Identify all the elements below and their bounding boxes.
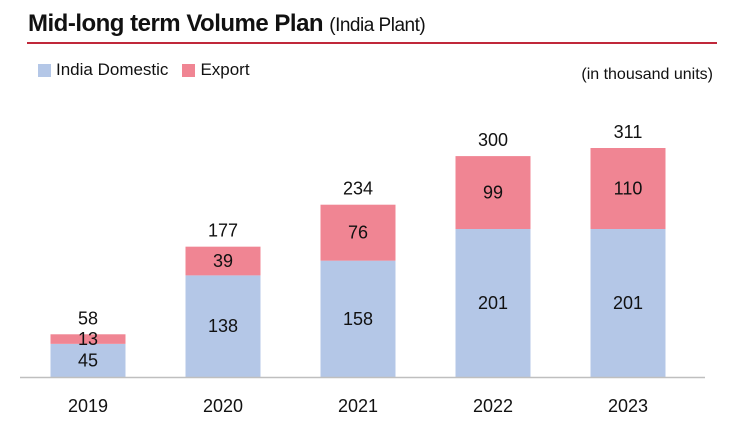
bar-domestic-2020 (185, 275, 261, 377)
data-label-domestic-2020: 138 (208, 316, 238, 336)
bar-export-2020 (185, 246, 261, 276)
data-label-domestic-2021: 158 (343, 309, 373, 329)
bar-export-2019 (50, 334, 126, 344)
legend-label: India Domestic (56, 60, 169, 79)
bar-export-2022 (455, 156, 531, 229)
total-label-2023: 311 (614, 122, 643, 142)
data-label-export-2022: 99 (483, 183, 503, 203)
legend-item-export: Export (182, 60, 250, 80)
total-label-2019: 58 (78, 308, 98, 328)
bar-export-2023 (590, 148, 666, 229)
units-note: (in thousand units) (581, 66, 713, 83)
data-label-domestic-2019: 45 (78, 350, 98, 370)
data-label-export-2021: 76 (348, 223, 368, 243)
bar-export-2021 (320, 204, 396, 261)
subtitle: (India Plant) (329, 15, 426, 36)
legend-label: Export (200, 60, 250, 79)
bar-domestic-2019 (50, 343, 126, 377)
total-label-2022: 300 (478, 130, 508, 150)
data-label-domestic-2022: 201 (478, 293, 508, 313)
x-tick-label-2020: 2020 (203, 396, 243, 416)
total-label-2020: 177 (208, 221, 238, 241)
data-label-export-2020: 39 (213, 251, 233, 271)
data-label-export-2019: 13 (78, 329, 98, 349)
bar-domestic-2023 (590, 228, 666, 377)
data-label-domestic-2023: 201 (613, 293, 643, 313)
x-tick-label-2023: 2023 (608, 396, 648, 416)
bar-domestic-2022 (455, 228, 531, 377)
x-tick-label-2022: 2022 (473, 396, 513, 416)
chart-title: Mid-long term Volume Plan (India Plant) (28, 10, 426, 38)
legend: India Domestic Export (38, 60, 264, 80)
x-tick-label-2019: 2019 (68, 396, 108, 416)
title-text: Mid-long term Volume Plan (28, 10, 324, 37)
title-underline (27, 42, 717, 44)
bar-domestic-2021 (320, 260, 396, 377)
legend-item-domestic: India Domestic (38, 60, 168, 80)
x-tick-label-2021: 2021 (338, 396, 378, 416)
data-label-export-2023: 110 (614, 178, 643, 198)
total-label-2021: 234 (343, 179, 373, 199)
legend-swatch-export (182, 63, 196, 77)
legend-swatch-domestic (38, 63, 51, 77)
